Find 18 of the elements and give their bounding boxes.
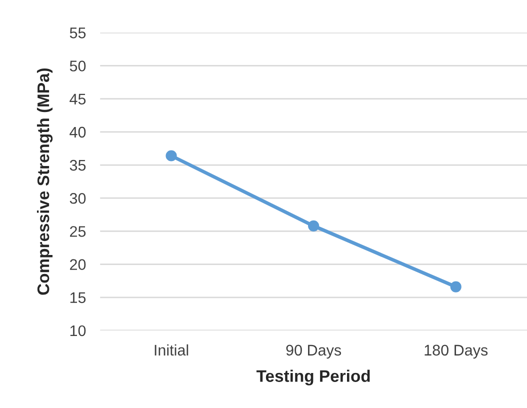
y-tick-label: 45 [70, 94, 86, 105]
y-tick-label: 20 [70, 259, 86, 270]
y-tick-label: 35 [70, 160, 86, 171]
x-axis-title: Testing Period [256, 370, 370, 386]
x-tick-label: 180 Days [424, 344, 488, 359]
y-axis-title: Compressive Strength (MPa) [36, 68, 53, 295]
y-tick-label: 25 [70, 226, 86, 237]
y-tick-label: 15 [70, 292, 86, 304]
x-tick-label: Initial [154, 344, 188, 356]
y-tick-label: 50 [70, 60, 86, 72]
y-tick-label: 55 [70, 28, 86, 38]
y-tick-label: 40 [70, 126, 86, 138]
point [308, 220, 320, 232]
y-tick-label: 10 [70, 325, 86, 336]
point [450, 281, 462, 292]
x-tick-label: 90 Days [286, 344, 342, 359]
point [166, 150, 177, 162]
y-tick-label: 30 [70, 192, 86, 204]
